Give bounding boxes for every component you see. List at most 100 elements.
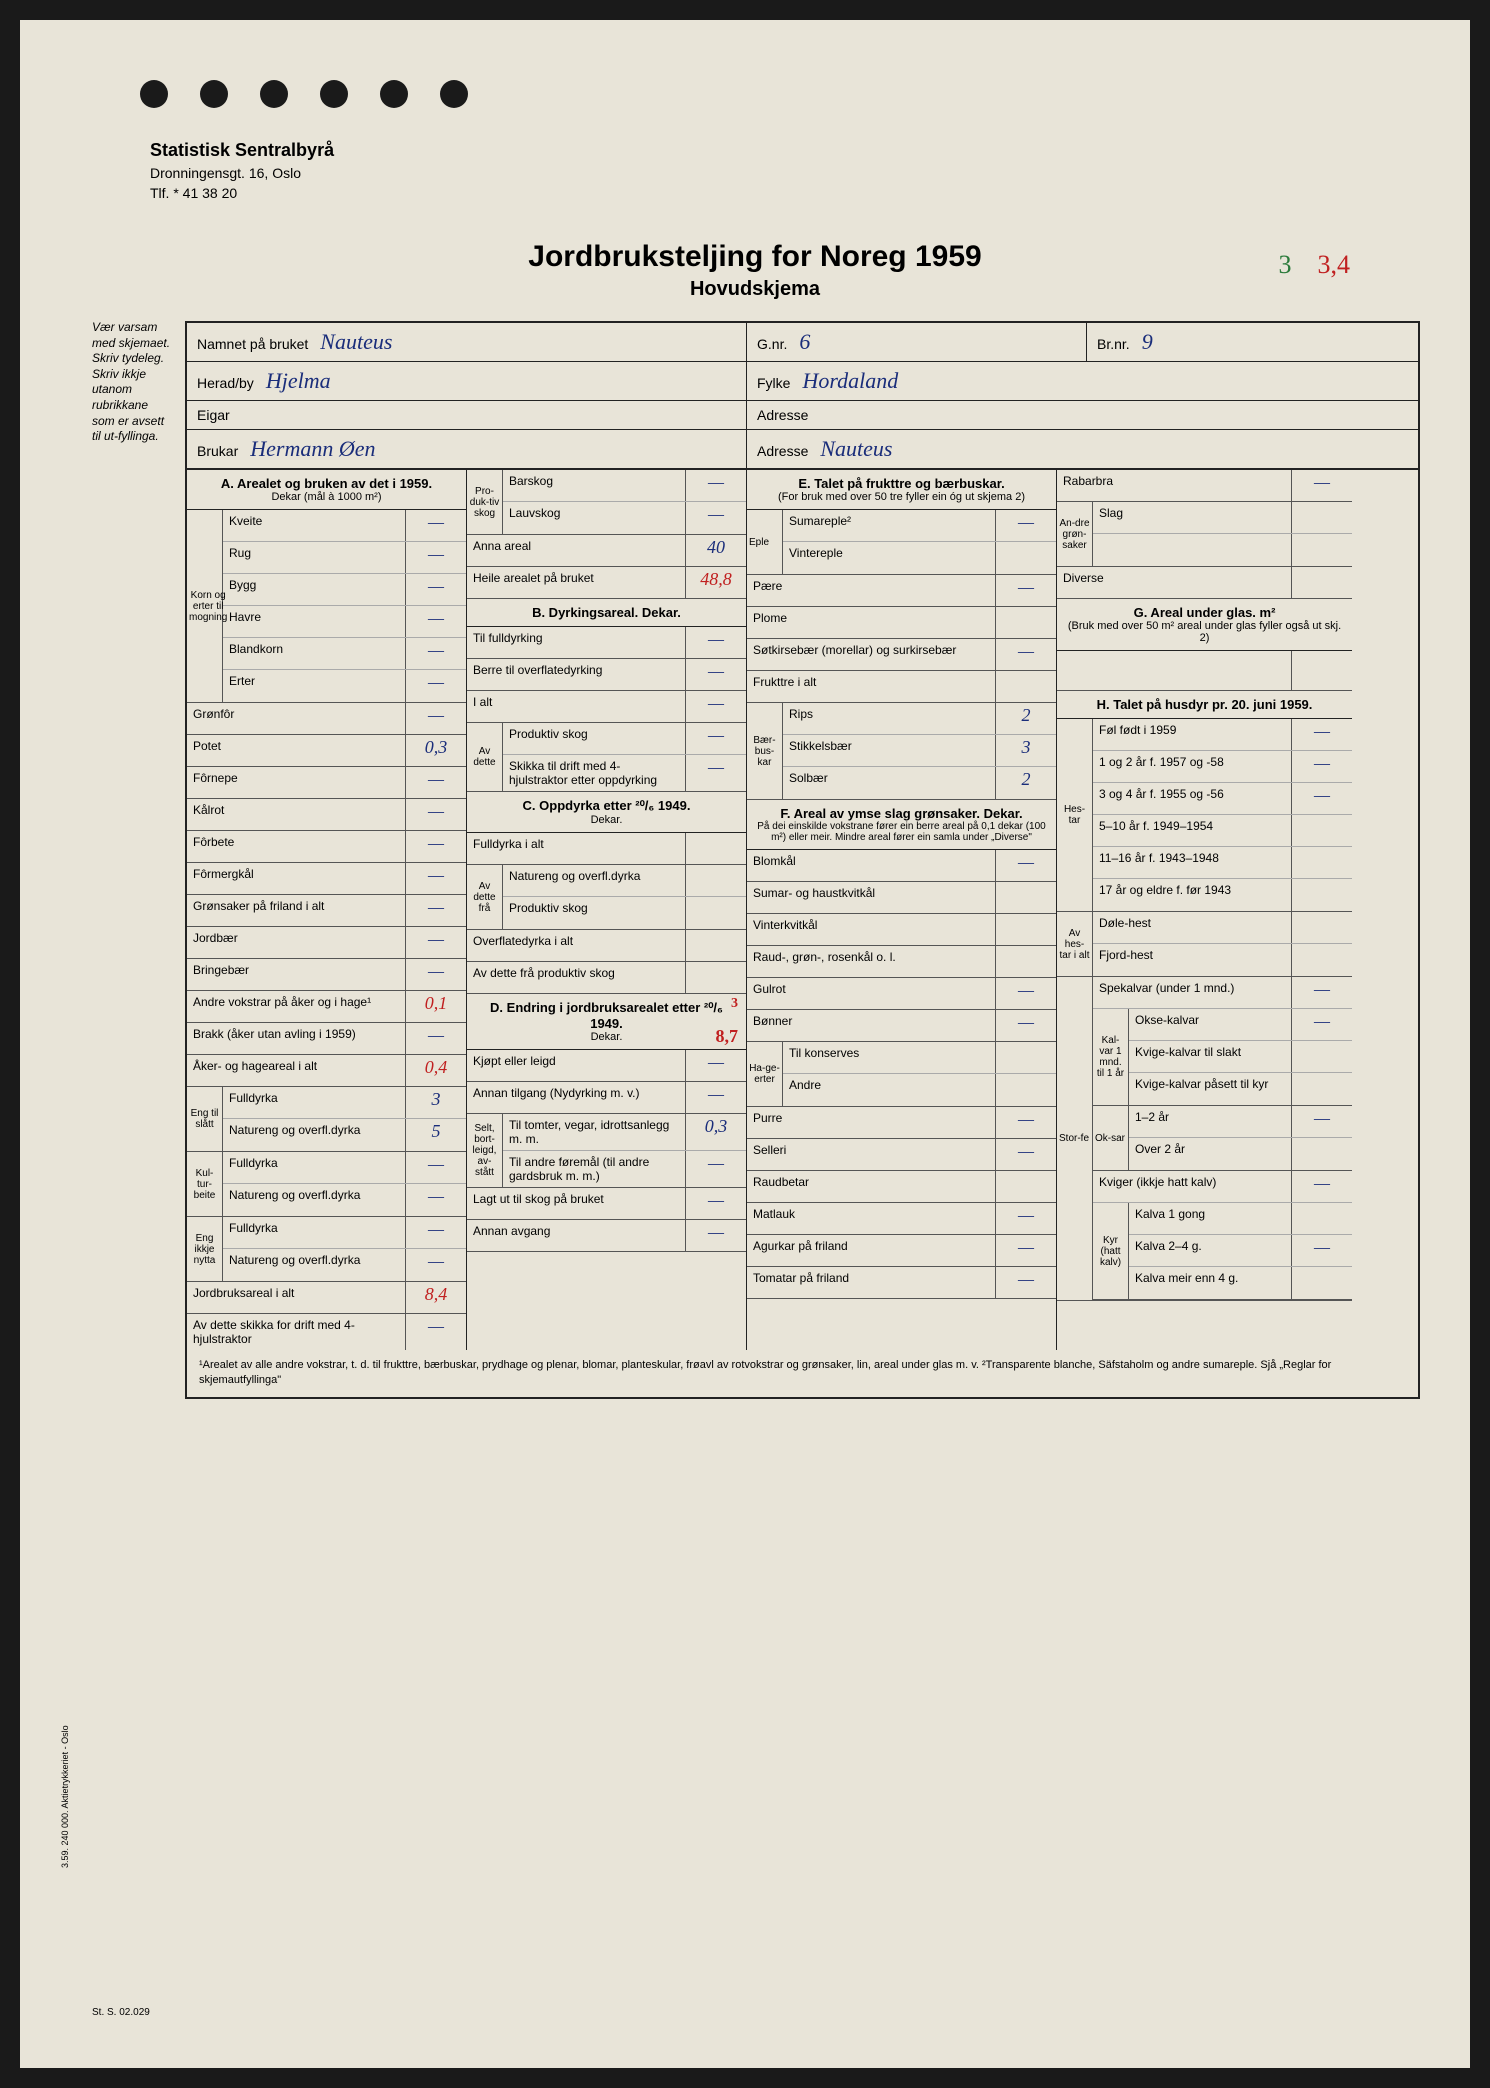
page-title: Jordbruksteljing for Noreg 1959 bbox=[90, 240, 1420, 274]
row-value: 5 bbox=[406, 1119, 466, 1151]
row-value: 2 bbox=[996, 703, 1056, 734]
row-label: Plome bbox=[747, 607, 996, 638]
rabarbra-label: Rabarbra bbox=[1057, 470, 1292, 501]
form-row: Over 2 år bbox=[1129, 1138, 1352, 1170]
form-row: Til tomter, vegar, idrottsanlegg m. m.0,… bbox=[503, 1114, 746, 1151]
eng-slott-label: Eng til slått bbox=[187, 1087, 223, 1151]
row-label: Annan tilgang (Nydyrking m. v.) bbox=[467, 1082, 686, 1113]
row-label: Til tomter, vegar, idrottsanlegg m. m. bbox=[503, 1114, 686, 1150]
row-label: 3 og 4 år f. 1955 og -56 bbox=[1093, 783, 1292, 814]
document-page: Statistisk Sentralbyrå Dronningensgt. 16… bbox=[20, 20, 1470, 2068]
form-row: I alt— bbox=[467, 691, 746, 723]
row-value: — bbox=[686, 755, 746, 791]
form-row: Fulldyrka i alt bbox=[467, 833, 746, 865]
form-row: Andre vokstrar på åker og i hage¹0,1 bbox=[187, 991, 466, 1023]
row-label: Matlauk bbox=[747, 1203, 996, 1234]
hage-label: Ha-ge-erter bbox=[747, 1042, 783, 1106]
row-label: Blandkorn bbox=[223, 638, 406, 669]
row-label: Bringebær bbox=[187, 959, 406, 990]
storfe-label: Stor-fe bbox=[1057, 977, 1093, 1300]
form-row: Havre— bbox=[223, 606, 466, 638]
form-row: Produktiv skog— bbox=[503, 723, 746, 755]
row-value: — bbox=[686, 723, 746, 754]
heile-value: 48,8 bbox=[686, 567, 746, 598]
row-label: Andre vokstrar på åker og i hage¹ bbox=[187, 991, 406, 1022]
org-name: Statistisk Sentralbyrå bbox=[150, 140, 334, 161]
row-value: — bbox=[686, 502, 746, 534]
row-label: Åker- og hageareal i alt bbox=[187, 1055, 406, 1086]
main-grid: A. Arealet og bruken av det i 1959. Deka… bbox=[187, 470, 1418, 1350]
row-value: — bbox=[1292, 783, 1352, 814]
row-label: 17 år og eldre f. før 1943 bbox=[1093, 879, 1292, 911]
form-row: Vinterkvitkål bbox=[747, 914, 1056, 946]
form-row: Lauvskog— bbox=[503, 502, 746, 534]
row-value: — bbox=[686, 627, 746, 658]
row-label: Selleri bbox=[747, 1139, 996, 1170]
row-value: 0,4 bbox=[406, 1055, 466, 1086]
section-e-title: E. Talet på frukttre og bærbuskar. bbox=[798, 476, 1004, 491]
form-row: Kalva 2–4 g.— bbox=[1129, 1235, 1352, 1267]
form-row: Jordbær— bbox=[187, 927, 466, 959]
herad-label: Herad/by bbox=[197, 375, 254, 391]
row-label: Berre til overflatedyrking bbox=[467, 659, 686, 690]
row-label: I alt bbox=[467, 691, 686, 722]
row-label: Agurkar på friland bbox=[747, 1235, 996, 1266]
spekalvar-value: — bbox=[1292, 977, 1352, 1008]
adresse1-label: Adresse bbox=[757, 407, 808, 423]
row-value: — bbox=[406, 606, 466, 637]
namnet-value: Nauteus bbox=[320, 329, 392, 355]
row-value bbox=[686, 930, 746, 961]
form-row: Døle-hest bbox=[1093, 912, 1352, 944]
row-value: — bbox=[996, 1203, 1056, 1234]
form-row: Stikkelsbær3 bbox=[783, 735, 1056, 767]
row-value bbox=[686, 865, 746, 896]
row-value: — bbox=[996, 575, 1056, 606]
row-value: — bbox=[996, 1267, 1056, 1298]
row-label: Natureng og overfl.dyrka bbox=[223, 1249, 406, 1281]
row-value bbox=[1292, 879, 1352, 911]
row-label: Overflatedyrka i alt bbox=[467, 930, 686, 961]
row-value bbox=[1292, 944, 1352, 976]
form-row: Natureng og overfl.dyrka— bbox=[223, 1184, 466, 1216]
row-label: Natureng og overfl.dyrka bbox=[503, 865, 686, 896]
form-row: Raud-, grøn-, rosenkål o. l. bbox=[747, 946, 1056, 978]
row-label: Av dette frå produktiv skog bbox=[467, 962, 686, 993]
row-value: — bbox=[686, 1050, 746, 1081]
form-row: Til konserves bbox=[783, 1042, 1056, 1074]
form-row: Søtkirsebær (morellar) og surkirsebær— bbox=[747, 639, 1056, 671]
row-value bbox=[686, 962, 746, 993]
row-label: Stikkelsbær bbox=[783, 735, 996, 766]
row-value bbox=[1292, 1203, 1352, 1234]
row-value: — bbox=[406, 1184, 466, 1216]
form-row: Fulldyrka3 bbox=[223, 1087, 466, 1119]
row-value: — bbox=[406, 1249, 466, 1281]
oksar-label: Ok-sar bbox=[1093, 1106, 1129, 1170]
row-value bbox=[1292, 847, 1352, 878]
section-c-sub: Dekar. bbox=[473, 814, 740, 826]
row-value bbox=[1292, 534, 1352, 566]
row-label: Sumareple² bbox=[783, 510, 996, 541]
row-value: — bbox=[686, 691, 746, 722]
form-code: St. S. 02.029 bbox=[92, 2007, 150, 2018]
corner-marks: 3 3,4 bbox=[1279, 250, 1351, 280]
form-row: Frukttre i alt bbox=[747, 671, 1056, 703]
row-label: Lauvskog bbox=[503, 502, 686, 534]
spekalvar-label: Spekalvar (under 1 mnd.) bbox=[1093, 977, 1292, 1008]
diverse-value bbox=[1292, 567, 1352, 598]
form-row: Slag bbox=[1093, 502, 1352, 534]
form-row: Natureng og overfl.dyrka— bbox=[223, 1249, 466, 1281]
row-label: Kålrot bbox=[187, 799, 406, 830]
form-row: Til andre føremål (til andre gardsbruk m… bbox=[503, 1151, 746, 1187]
form-row: Blandkorn— bbox=[223, 638, 466, 670]
form-row: Solbær2 bbox=[783, 767, 1056, 799]
row-label: Til andre føremål (til andre gardsbruk m… bbox=[503, 1151, 686, 1187]
print-info: 3.59. 240 000. Aktietrykkeriet - Oslo bbox=[60, 1725, 70, 1868]
row-value: — bbox=[686, 1188, 746, 1219]
row-label: Over 2 år bbox=[1129, 1138, 1292, 1170]
brukar-value: Hermann Øen bbox=[250, 436, 375, 462]
form-row: Rips2 bbox=[783, 703, 1056, 735]
row-label: Fulldyrka i alt bbox=[467, 833, 686, 864]
form-row: Fjord-hest bbox=[1093, 944, 1352, 976]
section-d-sub: Dekar. bbox=[473, 1031, 740, 1043]
adresse2-value: Nauteus bbox=[820, 436, 892, 462]
